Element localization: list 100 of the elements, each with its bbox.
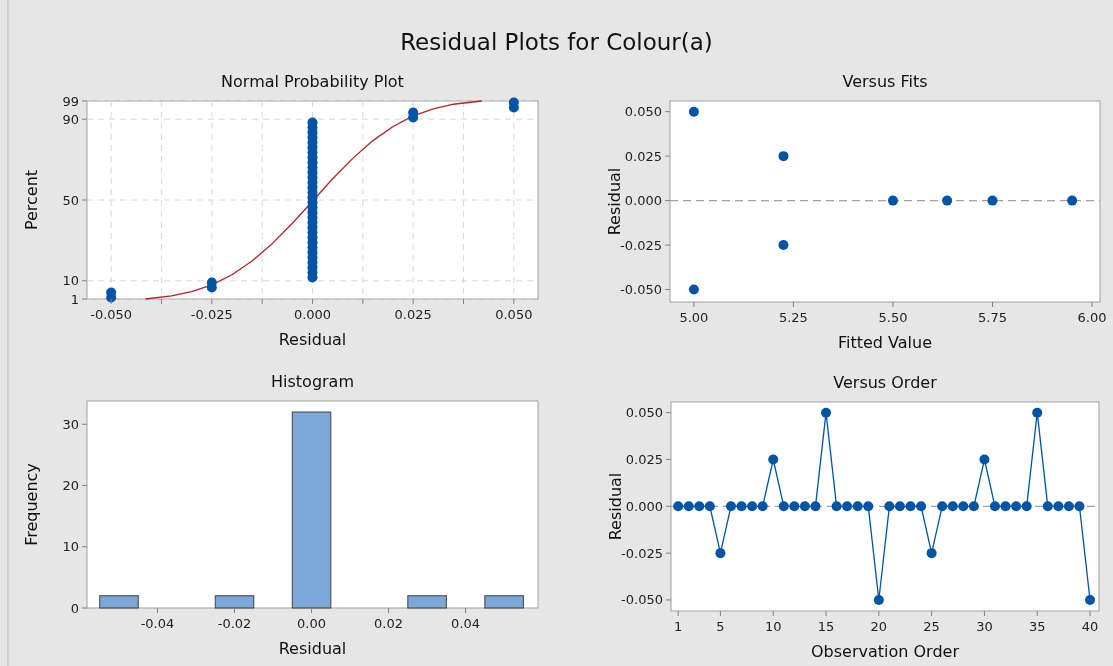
x-tick-label: 5 — [716, 619, 725, 634]
point — [937, 501, 948, 512]
y-tick-label: -0.050 — [620, 282, 662, 298]
point — [747, 501, 758, 512]
x-tick-label: -0.050 — [90, 307, 133, 322]
y-tick-label: 10 — [62, 539, 79, 555]
y-tick-label: 10 — [62, 273, 79, 289]
point — [1021, 501, 1032, 512]
x-tick-label: 5.25 — [778, 310, 808, 325]
point — [1032, 407, 1043, 418]
point — [789, 501, 800, 512]
point — [757, 501, 768, 512]
x-tick-label: 0.025 — [394, 307, 432, 322]
point — [768, 454, 779, 465]
y-tick-label: 0.000 — [625, 498, 663, 514]
point — [831, 501, 842, 512]
point — [905, 501, 916, 512]
point — [673, 501, 684, 512]
chart-title: Versus Fits — [842, 72, 928, 91]
y-tick-label: -0.025 — [620, 237, 662, 253]
point — [926, 548, 937, 559]
x-tick-label: 35 — [1028, 619, 1046, 634]
point — [852, 501, 863, 512]
x-tick-label: 5.00 — [679, 310, 709, 325]
point — [1074, 501, 1085, 512]
point — [736, 501, 747, 512]
x-axis-title: Residual — [278, 330, 347, 349]
x-tick-label: 25 — [923, 619, 940, 634]
chart-title: Histogram — [271, 372, 354, 391]
y-tick-label: -0.050 — [621, 592, 663, 608]
line-series — [144, 100, 483, 300]
point — [863, 501, 874, 512]
point — [894, 501, 905, 512]
point — [725, 501, 736, 512]
y-tick-label: 0.025 — [624, 148, 662, 164]
point — [968, 501, 979, 512]
x-tick-label: -0.02 — [217, 616, 252, 631]
point — [778, 501, 789, 512]
point — [979, 454, 990, 465]
point — [942, 195, 953, 206]
point — [683, 501, 694, 512]
point — [704, 501, 715, 512]
x-tick-label: 5.75 — [978, 310, 1007, 325]
y-axis-title: Residual — [605, 167, 624, 236]
point — [842, 501, 853, 512]
x-tick-label: 15 — [817, 619, 835, 634]
y-tick-label: 0.000 — [624, 193, 662, 209]
y-axis-title: Percent — [22, 169, 41, 231]
y-tick-label: 0.050 — [625, 405, 663, 421]
x-tick-label: 1 — [674, 619, 683, 634]
point — [688, 106, 699, 117]
y-axis-title: Frequency — [22, 463, 41, 546]
y-tick-label: 1 — [70, 291, 79, 307]
point — [778, 240, 789, 251]
point — [1011, 501, 1022, 512]
y-tick-label: 0 — [70, 600, 79, 616]
x-tick-label: 0.000 — [293, 307, 332, 322]
y-tick-label: 99 — [62, 93, 79, 109]
x-tick-label: 0.04 — [451, 616, 481, 631]
point — [987, 195, 998, 206]
point — [1053, 501, 1064, 512]
x-tick-label: 0.050 — [495, 307, 533, 322]
point — [694, 501, 705, 512]
y-tick-label: 50 — [62, 192, 79, 208]
point — [873, 594, 884, 605]
point — [989, 501, 1000, 512]
text: Residual Plots for Colour(a) — [400, 29, 713, 55]
point — [715, 548, 726, 559]
point — [778, 151, 789, 162]
y-tick-label: 90 — [62, 111, 79, 127]
x-axis-title: Fitted Value — [837, 333, 933, 352]
chart-title: Normal Probability Plot — [221, 72, 404, 91]
point — [799, 501, 810, 512]
point — [810, 501, 821, 512]
x-tick-label: 10 — [764, 619, 782, 634]
point — [688, 284, 699, 295]
y-tick-label: -0.025 — [621, 545, 663, 561]
point — [1067, 195, 1078, 206]
chart-title: Versus Order — [833, 373, 938, 392]
x-tick-label: 40 — [1081, 619, 1099, 634]
x-tick-label: -0.025 — [190, 307, 233, 322]
x-tick-label: 0.00 — [297, 616, 327, 631]
y-tick-label: 0.050 — [624, 104, 662, 120]
x-tick-label: 30 — [976, 619, 993, 634]
x-tick-label: 20 — [870, 619, 888, 634]
point — [1042, 501, 1053, 512]
x-axis-title: Residual — [278, 639, 347, 658]
point — [916, 501, 927, 512]
y-tick-label: 0.025 — [625, 451, 663, 467]
y-tick-label: 20 — [62, 478, 79, 494]
point — [947, 501, 958, 512]
y-axis-title: Residual — [606, 472, 625, 541]
point — [821, 407, 832, 418]
x-tick-label: 6.00 — [1077, 310, 1107, 325]
point — [884, 501, 895, 512]
x-axis-title: Observation Order — [811, 642, 960, 661]
point — [1063, 501, 1074, 512]
point — [887, 195, 898, 206]
x-tick-label: 0.02 — [374, 616, 404, 631]
y-tick-label: 30 — [62, 416, 79, 432]
